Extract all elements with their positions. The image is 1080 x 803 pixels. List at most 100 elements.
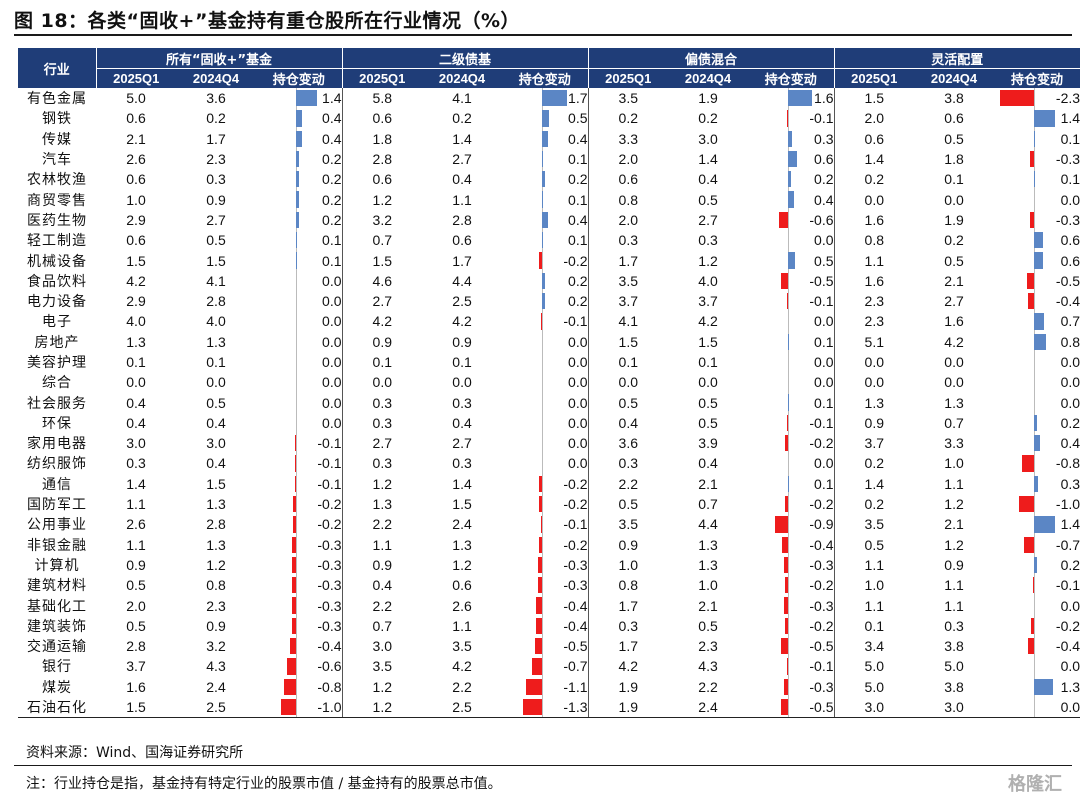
negative-change-bar [291,577,296,594]
all-change-cell: 0.2 [256,209,343,231]
change-value: 0.2 [1060,556,1080,573]
secondary-bond-2025q1-cell: 4.2 [372,313,392,330]
change-value: -0.1 [809,658,834,675]
table-row: 家用电器 3.0 3.0 -0.1 2.7 2.7 0.0 3.6 3.9 -0.2 3.7 3.3 0… [18,433,1080,454]
secondary-bond-2025q1-cell: 0.3 [372,455,392,472]
change-value: -0.2 [809,617,834,634]
bond-hybrid-change-cell: -0.3 [748,595,835,616]
flexible-2025q1-cell: 0.8 [864,232,884,249]
negative-change-bar [774,516,788,533]
positive-change-bar [296,232,298,249]
all-2025q1-cell: 0.1 [126,354,146,370]
header-group-all-fixed-income-plus: 所有“固收+”基金 [96,48,343,69]
bond-hybrid-2024q4-cell: 1.9 [698,90,718,107]
change-value: -0.8 [317,678,342,695]
change-value: -0.8 [1055,455,1080,472]
change-bar-axis [296,656,297,677]
change-value: 0.1 [568,151,588,168]
all-2025q1-cell: 2.1 [126,130,146,147]
flexible-change-cell: 1.3 [994,676,1080,697]
change-bar-axis [788,615,790,637]
all-2025q1-cell: 0.4 [126,414,146,431]
table-row: 传媒 2.1 1.7 0.4 1.8 1.4 0.4 3.3 3.0 0.3 0.6 0.5 0.1 [18,128,1080,149]
flexible-2024q4-cell: 0.9 [944,556,964,573]
flexible-2025q1-cell: 5.1 [864,333,884,350]
flexible-2025q1-cell: 5.0 [864,678,884,695]
flexible-2024q4-cell: 0.0 [944,191,964,208]
all-change-cell: -0.3 [256,554,343,576]
all-2024q4-cell: 0.9 [206,191,226,208]
positive-change-bar [542,191,544,208]
secondary-bond-change-cell: -1.1 [502,676,589,697]
flexible-2025q1-cell: 0.2 [864,455,884,472]
flexible-2025q1-cell: 3.7 [864,435,884,452]
secondary-bond-2024q4-cell: 0.3 [452,394,472,411]
change-value: -0.4 [1055,293,1080,310]
secondary-bond-2024q4-cell: 1.2 [452,556,472,573]
positive-change-bar [1034,232,1043,249]
change-value: -1.0 [1055,496,1080,513]
change-value: 1.4 [1060,516,1080,533]
bond-hybrid-2024q4-cell: 0.3 [698,232,718,249]
change-bar-axis [542,676,544,697]
all-change-cell: -0.3 [256,534,343,555]
change-value: 0.0 [814,232,834,249]
change-value: -0.4 [563,597,588,614]
header-2025q1: 2025Q1 [834,68,915,88]
industry-cell: 公用事业 [27,516,87,533]
positive-change-bar [788,333,790,350]
flexible-2024q4-cell: 3.8 [944,90,964,107]
negative-change-bar [1023,536,1034,553]
negative-change-bar [294,455,296,472]
secondary-bond-2024q4-cell: 2.7 [452,435,472,452]
bond-hybrid-change-cell: 0.3 [748,128,835,149]
all-2024q4-cell: 2.8 [206,516,226,533]
all-2025q1-cell: 0.3 [126,455,146,472]
change-bar-axis [1034,493,1036,515]
header-change: 持仓变动 [502,68,589,88]
secondary-bond-2025q1-cell: 1.8 [372,130,392,147]
header-2024q4: 2024Q4 [668,68,749,88]
bond-hybrid-change-cell: -0.4 [748,534,835,555]
flexible-2025q1-cell: 0.6 [864,130,884,147]
flexible-2025q1-cell: 0.9 [864,414,884,431]
secondary-bond-2024q4-cell: 2.7 [452,151,472,168]
negative-change-bar [780,638,788,655]
change-bar-axis [1034,575,1036,596]
change-value: 0.4 [322,110,342,127]
bond-hybrid-2025q1-cell: 0.2 [618,110,638,127]
bond-hybrid-2024q4-cell: 0.4 [698,455,718,472]
change-value: 0.0 [814,374,834,391]
all-2025q1-cell: 5.0 [126,90,146,107]
all-change-cell: 1.4 [256,88,343,109]
all-change-cell: 0.0 [256,311,343,332]
change-bar-axis [542,433,544,454]
flexible-2024q4-cell: 0.5 [944,130,964,147]
secondary-bond-2025q1-cell: 0.6 [372,110,392,127]
table-row: 煤炭 1.6 2.4 -0.8 1.2 2.2 -1.1 1.9 2.2 -0.3 5.0 3.8 1.… [18,676,1080,697]
secondary-bond-2024q4-cell: 1.5 [452,496,472,513]
all-change-cell: -0.1 [256,473,343,494]
change-value: 1.4 [322,90,342,107]
industry-holdings-table: 行业 所有“固收+”基金 二级债基 偏债混合 灵活配置 2025Q1 2024Q… [18,48,1080,719]
header-2024q4: 2024Q4 [914,68,995,88]
bond-hybrid-2025q1-cell: 1.9 [618,678,638,695]
change-value: -0.6 [317,658,342,675]
change-bar-axis [1034,148,1036,170]
all-2024q4-cell: 0.2 [206,110,226,127]
secondary-bond-change-cell: -0.7 [502,656,589,677]
secondary-bond-2024q4-cell: 0.4 [452,414,472,431]
flexible-change-cell: 0.6 [994,230,1080,251]
bond-hybrid-2024q4-cell: 0.4 [698,171,718,188]
flexible-2024q4-cell: 1.1 [944,577,964,594]
secondary-bond-change-cell: -0.2 [502,493,589,515]
change-value: -1.3 [563,699,588,716]
all-2024q4-cell: 0.0 [206,374,226,391]
secondary-bond-change-cell: -0.4 [502,595,589,616]
change-bar-axis [1034,392,1036,413]
secondary-bond-2024q4-cell: 1.7 [452,252,472,269]
secondary-bond-change-cell: 1.7 [502,88,589,109]
change-value: -0.4 [809,536,834,553]
header-row-groups: 行业 所有“固收+”基金 二级债基 偏债混合 灵活配置 [18,48,1080,88]
change-bar-axis [1034,453,1036,474]
